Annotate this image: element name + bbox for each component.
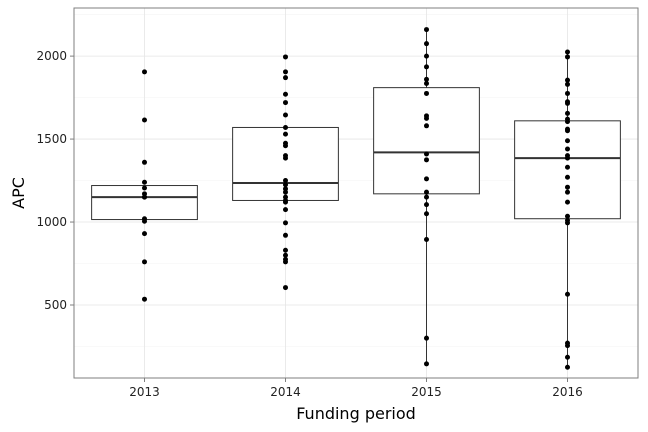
point-group: [142, 27, 570, 370]
data-point: [142, 159, 147, 165]
data-point: [424, 90, 429, 96]
data-point: [142, 194, 147, 200]
data-point: [142, 296, 147, 302]
data-point: [424, 157, 429, 163]
data-point: [283, 247, 288, 253]
data-point: [424, 53, 429, 59]
data-point: [424, 123, 429, 129]
x-tick-label: 2014: [270, 385, 301, 399]
data-point: [565, 213, 570, 219]
data-point: [283, 69, 288, 75]
box-2015: [373, 87, 480, 195]
data-point: [565, 184, 570, 190]
data-point: [424, 176, 429, 182]
data-point: [565, 138, 570, 144]
data-point: [565, 146, 570, 152]
data-point: [283, 124, 288, 130]
x-tick-label: 2015: [411, 385, 442, 399]
data-point: [565, 189, 570, 195]
data-point: [424, 27, 429, 33]
data-point: [283, 220, 288, 226]
data-point: [283, 199, 288, 205]
data-point: [565, 128, 570, 134]
data-point: [424, 194, 429, 200]
data-point: [565, 81, 570, 87]
data-point: [565, 164, 570, 170]
y-tick-label: 2000: [36, 49, 67, 63]
data-point: [424, 335, 429, 341]
y-tick-label: 500: [44, 298, 67, 312]
data-point: [424, 76, 429, 82]
data-point: [142, 231, 147, 237]
x-axis-title: Funding period: [296, 404, 416, 423]
data-point: [424, 189, 429, 195]
data-point: [565, 155, 570, 161]
axes: 500 1000 1500 2000 2013 2014 2015 2016: [36, 49, 582, 399]
y-axis-title: APC: [9, 177, 28, 209]
data-point: [283, 100, 288, 106]
data-point: [283, 131, 288, 137]
data-point: [565, 100, 570, 106]
data-point: [283, 112, 288, 118]
data-point: [283, 207, 288, 213]
data-point: [283, 232, 288, 238]
data-point: [142, 259, 147, 265]
data-point: [424, 202, 429, 208]
data-point: [283, 91, 288, 97]
data-point: [424, 211, 429, 217]
data-point: [283, 54, 288, 60]
data-point: [283, 189, 288, 195]
data-point: [424, 361, 429, 367]
data-point: [565, 364, 570, 370]
data-point: [424, 80, 429, 86]
data-point: [142, 185, 147, 191]
data-point: [424, 64, 429, 70]
data-point: [565, 199, 570, 205]
data-point: [565, 49, 570, 55]
data-point: [283, 252, 288, 258]
x-tick-label: 2013: [129, 385, 160, 399]
data-point: [283, 182, 288, 188]
data-point: [565, 291, 570, 297]
y-tick-label: 1000: [36, 215, 67, 229]
data-point: [565, 90, 570, 96]
x-tick-label: 2016: [552, 385, 583, 399]
data-point: [283, 178, 288, 184]
data-point: [424, 236, 429, 242]
data-point: [424, 115, 429, 121]
data-point: [565, 174, 570, 180]
data-point: [283, 259, 288, 265]
data-point: [142, 218, 147, 224]
plot-border: [73, 7, 639, 379]
data-point: [565, 343, 570, 349]
data-point: [142, 179, 147, 185]
data-point: [565, 77, 570, 83]
y-tick-label: 1500: [36, 132, 67, 146]
data-point: [424, 151, 429, 157]
box-2013: [91, 185, 198, 221]
data-point: [565, 54, 570, 60]
data-point: [283, 75, 288, 81]
data-point: [565, 354, 570, 360]
data-point: [424, 41, 429, 47]
data-point: [283, 155, 288, 161]
data-point: [565, 119, 570, 125]
data-point: [565, 220, 570, 226]
data-point: [142, 69, 147, 75]
data-point: [142, 117, 147, 123]
data-point: [283, 285, 288, 291]
data-point: [565, 110, 570, 116]
data-point: [283, 143, 288, 149]
